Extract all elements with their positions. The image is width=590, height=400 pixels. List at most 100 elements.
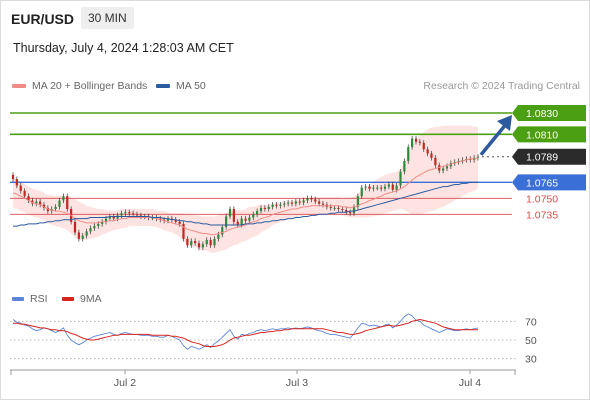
level-label-bg-0: [512, 105, 586, 121]
candle-body-1: [15, 179, 18, 186]
candle-body-88: [352, 206, 356, 214]
candle-body-33: [139, 215, 142, 217]
rsi-label: RSI: [30, 293, 48, 305]
candle-body-43: [178, 221, 181, 224]
candle-body-48: [197, 243, 201, 248]
candle-body-52: [213, 238, 216, 246]
candle-body-16: [73, 221, 77, 233]
bollinger-band: [13, 125, 478, 253]
forecast-arrow-head: [497, 115, 512, 131]
candle-body-49: [201, 244, 204, 248]
candle-body-47: [194, 241, 197, 244]
candle-body-60: [244, 218, 247, 221]
candle-body-89: [356, 196, 359, 207]
candle-body-31: [132, 213, 135, 215]
level-label-bg-1: [512, 126, 586, 143]
x-tick-label-1: Jul 3: [286, 377, 308, 389]
candle-body-36: [151, 217, 154, 219]
candle-body-6: [35, 201, 38, 204]
candle-body-105: [418, 141, 421, 143]
rsi-pane: 70 50 30: [10, 316, 537, 366]
candle-body-82: [329, 206, 332, 208]
candle-body-96: [383, 186, 387, 189]
candle-body-18: [81, 235, 84, 239]
candle-body-30: [128, 212, 131, 214]
research-credit: Research © 2024 Trading Central: [423, 80, 580, 92]
legend-9ma: 9MA: [62, 293, 102, 305]
candle-body-72: [290, 202, 294, 204]
candle-body-28: [120, 213, 123, 216]
candle-body-23: [101, 221, 104, 224]
candle-body-93: [372, 187, 375, 189]
candle-body-90: [360, 187, 363, 197]
candle-body-99: [395, 185, 398, 190]
candle-body-71: [287, 202, 290, 204]
candle-body-21: [93, 226, 96, 229]
ma20-line: [12, 157, 479, 236]
candle-body-0: [11, 174, 15, 180]
candle-body-11: [54, 206, 57, 209]
candle-body-76: [306, 198, 309, 201]
level-label-1: 1.0810: [526, 129, 558, 141]
candle-body-80: [321, 203, 325, 205]
ma20-label: MA 20 + Bollinger Bands: [32, 80, 148, 92]
candles: [11, 135, 480, 251]
rsi-line: [12, 313, 479, 350]
candle-body-62: [252, 214, 255, 218]
candle-body-12: [58, 200, 61, 207]
candle-body-9: [46, 207, 49, 212]
x-tick-label-2: Jul 4: [459, 377, 481, 389]
candle-body-29: [124, 212, 127, 214]
rsi-tick-1: 50: [525, 335, 537, 347]
candle-body-58: [236, 221, 239, 225]
level-label-bg-3: [512, 174, 586, 191]
header: EUR/USD 30 MIN: [0, 0, 590, 38]
candle-body-46: [190, 241, 193, 246]
level-label-5: 1.0735: [526, 209, 558, 221]
candle-body-109: [434, 157, 437, 166]
candle-body-94: [376, 187, 379, 189]
candle-body-53: [217, 234, 220, 239]
candle-body-51: [209, 239, 212, 246]
candle-body-3: [23, 190, 26, 197]
instrument-pair: EUR/USD: [11, 11, 75, 27]
x-tick-label-0: Jul 2: [114, 377, 136, 389]
candle-body-115: [457, 161, 460, 163]
candle-body-106: [422, 142, 425, 150]
candle-body-24: [104, 218, 108, 222]
candle-body-54: [221, 227, 224, 235]
candle-body-87: [349, 212, 352, 214]
candle-body-61: [248, 217, 251, 221]
candle-body-7: [39, 201, 42, 205]
candle-body-57: [232, 209, 235, 222]
candle-body-13: [62, 196, 65, 201]
candle-body-95: [380, 187, 383, 189]
candle-body-73: [294, 201, 297, 204]
price-levels: 1.0830 1.0810 1.0789 1.0765 1.0750 1.0735: [10, 105, 586, 221]
candle-body-85: [341, 209, 344, 211]
ma20-swatch: [12, 84, 26, 89]
timestamp: Thursday, July 4, 2024 1:28:03 AM CET: [13, 41, 234, 55]
timeframe-badge[interactable]: 30 MIN: [81, 7, 134, 29]
forecast-arrow-shaft: [479, 121, 509, 156]
candle-body-70: [283, 203, 286, 205]
candle-body-97: [387, 184, 390, 187]
candle-body-100: [399, 171, 402, 186]
rsi-swatch: [12, 297, 24, 302]
candle-body-74: [298, 201, 301, 203]
candle-body-45: [186, 238, 189, 246]
candle-body-41: [170, 218, 173, 220]
candle-body-98: [391, 184, 394, 190]
candle-body-17: [77, 232, 80, 239]
candle-body-107: [426, 149, 429, 154]
candle-body-32: [135, 214, 139, 216]
candle-body-59: [240, 218, 243, 225]
candle-body-84: [337, 207, 340, 209]
candle-body-56: [228, 209, 232, 217]
candle-body-102: [407, 147, 410, 161]
candle-body-14: [66, 196, 69, 209]
level-label-0: 1.0830: [526, 108, 558, 120]
candle-body-66: [267, 206, 270, 209]
candle-body-108: [430, 153, 433, 158]
candle-body-75: [302, 200, 305, 203]
